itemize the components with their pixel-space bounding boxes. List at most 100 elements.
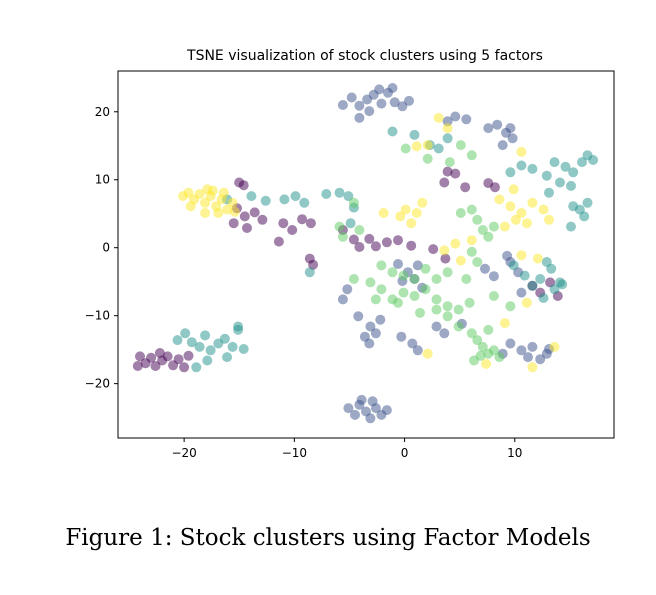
scatter-point	[450, 168, 461, 179]
scatter-point	[566, 180, 576, 191]
y-tick-label: 10	[95, 173, 110, 187]
plot-frame	[117, 70, 615, 439]
scatter-point	[278, 218, 289, 229]
scatter-point	[348, 274, 359, 284]
scatter-point	[510, 214, 521, 225]
scatter-point	[370, 328, 381, 339]
scatter-point	[541, 257, 552, 267]
scatter-point	[494, 194, 505, 205]
scatter-point	[549, 341, 560, 352]
scatter-point	[229, 206, 240, 217]
scatter-point	[321, 189, 332, 199]
scatter-point	[527, 163, 538, 174]
scatter-point	[334, 221, 345, 232]
scatter-point	[492, 119, 503, 130]
scatter-point	[222, 204, 233, 215]
scatter-point	[431, 294, 442, 305]
scatter-point	[337, 100, 348, 110]
scatter-point	[442, 123, 453, 134]
scatter-point	[461, 114, 472, 125]
scatter-point	[365, 277, 376, 288]
axes-layer: −20 −10 0 10 −20 −10 0 10 20	[85, 105, 523, 460]
scatter-point	[364, 338, 375, 349]
scatter-point	[400, 143, 411, 154]
scatter-point	[354, 100, 365, 111]
scatter-point	[488, 291, 499, 301]
scatter-point	[185, 201, 196, 212]
scatter-point	[455, 140, 466, 151]
scatter-point	[412, 345, 423, 356]
scatter-point	[560, 161, 571, 172]
scatter-point	[527, 197, 538, 208]
scatter-point	[228, 218, 239, 229]
scatter-point	[494, 352, 505, 363]
scatter-point	[205, 345, 216, 356]
x-tick-label: −10	[282, 446, 307, 460]
scatter-point	[404, 95, 414, 106]
scatter-point	[442, 133, 453, 144]
scatter-point	[483, 231, 494, 242]
scatter-point	[396, 331, 407, 342]
scatter-point	[154, 348, 165, 358]
scatter-point	[505, 301, 516, 312]
x-tick-label: 0	[401, 446, 409, 460]
scatter-point	[505, 123, 516, 134]
scatter-point	[541, 348, 552, 359]
scatter-point	[387, 83, 398, 93]
scatter-point	[227, 197, 238, 208]
scatter-point	[568, 167, 579, 178]
scatter-point	[343, 403, 354, 414]
scatter-point	[406, 240, 417, 251]
scatter-point	[433, 112, 444, 123]
scatter-point	[475, 350, 486, 361]
scatter-point	[233, 321, 244, 332]
scatter-point	[218, 187, 229, 198]
scatter-point	[273, 236, 284, 247]
scatter-point	[191, 362, 202, 373]
scatter-point	[450, 111, 461, 122]
scatter-point	[409, 129, 420, 140]
scatter-point	[488, 271, 499, 282]
scatter-point	[442, 166, 453, 177]
scatter-chart: TSNE visualization of stock clusters usi…	[85, 48, 615, 460]
y-tick-label: −20	[85, 377, 110, 391]
scatter-point	[411, 208, 422, 218]
scatter-point	[345, 218, 356, 229]
scatter-point	[422, 153, 433, 164]
scatter-point	[227, 341, 238, 352]
scatter-point	[356, 394, 367, 405]
scatter-point	[499, 221, 510, 232]
scatter-point	[577, 157, 587, 168]
scatter-point	[387, 126, 398, 137]
scatter-point	[162, 351, 173, 362]
scatter-point	[477, 341, 488, 352]
scatter-point	[538, 204, 549, 215]
scatter-point	[172, 335, 183, 346]
scatter-point	[527, 362, 538, 373]
scatter-point	[398, 270, 409, 281]
scatter-point	[431, 304, 442, 315]
scatter-point	[431, 274, 442, 284]
scatter-point	[180, 328, 191, 339]
scatter-point	[132, 361, 143, 371]
scatter-point	[433, 143, 444, 154]
scatter-point	[481, 358, 492, 369]
scatter-point	[508, 184, 519, 195]
scatter-point	[299, 197, 310, 208]
scatter-point	[499, 318, 510, 329]
scatter-point	[544, 187, 554, 198]
scatter-point	[521, 218, 532, 229]
scatter-point	[527, 280, 538, 291]
scatter-point	[431, 321, 442, 332]
scatter-point	[439, 177, 450, 188]
scatter-point	[557, 279, 568, 290]
scatter-point	[516, 160, 527, 171]
scatter-point	[411, 141, 422, 152]
scatter-point	[455, 255, 466, 266]
scatter-point	[334, 187, 345, 198]
scatter-point	[497, 140, 508, 151]
scatter-point	[346, 92, 357, 103]
scatter-point	[466, 150, 477, 161]
scatter-point	[549, 284, 560, 295]
scatter-point	[354, 112, 365, 123]
